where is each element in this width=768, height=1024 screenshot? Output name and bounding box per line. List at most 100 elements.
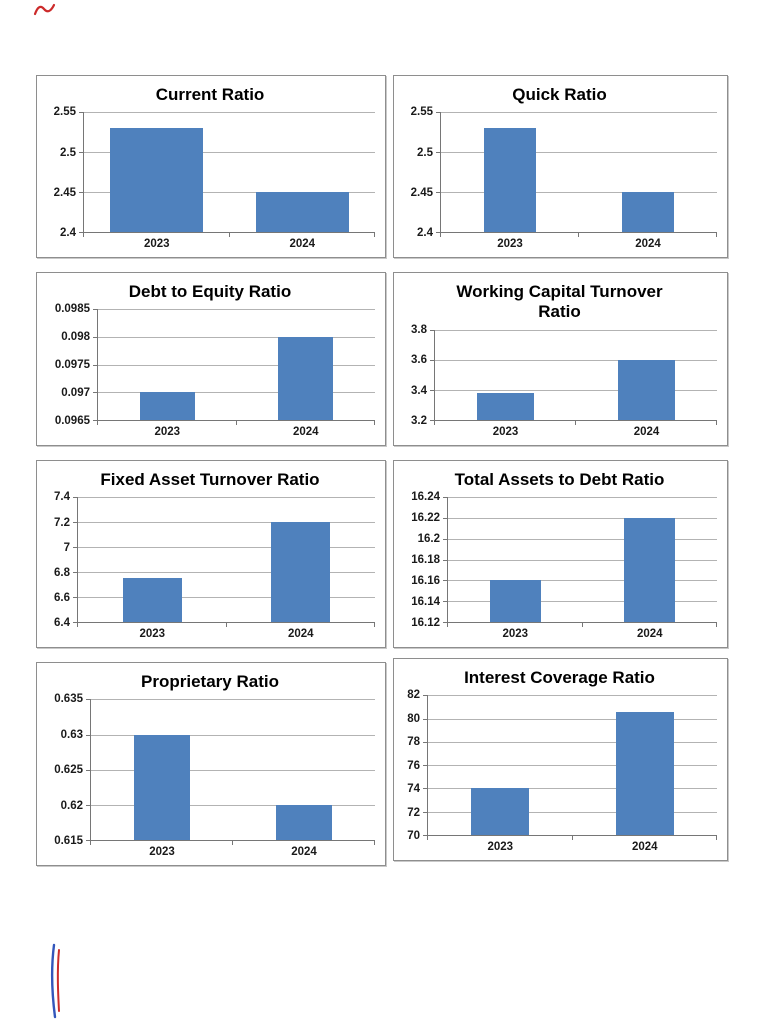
plot-area [423,695,717,840]
y-tick-label: 16.12 [411,617,440,629]
gridline [78,547,375,549]
y-tick-label: 82 [407,689,420,702]
chart-debt-to-equity-ratio: Debt to Equity Ratio 0.0985 0.098 0.0975 0.0… [36,272,386,446]
x-tick-label: 2023 [139,628,166,640]
gridline [448,580,717,582]
x-axis-labels: 2023 2024 [98,422,375,441]
y-tick-label: 7.4 [54,491,70,504]
x-tick-label: 2024 [635,238,661,250]
y-tick-label: 16.22 [411,512,440,525]
x-tick-label: 2023 [143,238,170,250]
x-tick-mark [427,835,428,840]
gridline [78,597,375,599]
y-tick-label: 0.615 [54,835,83,847]
x-axis-labels: 2023 2024 [448,624,717,643]
y-tick-mark [430,329,435,331]
y-tick-label: 6.4 [54,617,70,629]
x-tick-mark [374,420,375,425]
x-tick-mark [97,420,98,425]
y-tick-label: 2.45 [53,186,76,199]
bar-2024 [255,192,349,232]
y-tick-label: 3.6 [411,354,427,367]
y-tick-label: 16.2 [417,533,440,546]
y-tick-mark [436,232,441,233]
x-tick-label: 2024 [292,426,319,438]
chart-plot-region: 2.55 2.5 2.45 2.4 [45,106,375,239]
y-tick-mark [430,389,435,391]
x-tick-mark [83,232,84,237]
y-tick-label: 2.4 [417,227,433,239]
gridline [448,559,717,561]
chart-quick-ratio: Quick Ratio 2.55 2.5 2.45 2.4 2023 2024 [393,75,728,258]
bar-2024 [615,711,674,835]
gridline [448,497,717,499]
y-axis-labels: 16.24 16.22 16.2 16.18 16.16 16.14 16.12 [402,491,447,629]
y-tick-label: 0.635 [54,693,83,706]
y-tick-mark [423,765,428,767]
x-tick-mark [235,420,237,425]
x-tick-label: 2024 [291,846,317,858]
chart-proprietary-ratio: Proprietary Ratio 0.635 0.63 0.625 0.62 0.615… [36,662,386,866]
gridline [441,192,717,194]
bar-2024 [621,192,675,232]
chart-title: Interest Coverage Ratio [464,668,655,687]
y-tick-mark [93,309,98,311]
bar-2023 [489,580,541,622]
gridline [91,734,375,736]
y-tick-mark [93,364,98,366]
y-tick-label: 76 [407,759,420,772]
chart-title: Fixed Asset Turnover Ratio [100,470,320,489]
y-tick-mark [73,597,78,599]
y-axis-labels: 82 80 78 76 74 72 70 [402,689,427,842]
gridline [84,192,375,194]
y-tick-mark [86,734,91,736]
plot-area [73,497,375,627]
x-axis-labels: 2023 2024 [84,234,375,253]
gridline [98,337,375,339]
x-tick-mark [447,622,448,627]
x-tick-label: 2023 [497,238,523,250]
bar-2023 [122,578,182,622]
y-tick-label: 0.0985 [54,303,90,316]
gridline [441,112,717,114]
bar-2023 [133,734,191,840]
chart-plot-region: 2.55 2.5 2.45 2.4 [402,106,717,239]
gridline [448,601,717,603]
x-tick-mark [571,835,573,840]
x-tick-mark [575,420,576,425]
x-tick-label: 2023 [502,628,529,640]
chart-plot-region: 7.4 7.2 7 6.8 6.6 6.4 [45,491,375,629]
bar-2023 [110,128,204,232]
y-tick-label: 7.2 [54,516,70,529]
x-axis-labels: 2023 2024 [441,234,717,253]
bar-2024 [271,522,331,622]
x-tick-mark [90,840,91,845]
gridline [428,718,717,720]
y-tick-mark [73,547,78,549]
gridline [78,522,375,524]
gridline [448,518,717,520]
y-tick-mark [436,192,441,194]
chart-interest-coverage-ratio: Interest Coverage Ratio 82 80 78 76 74 72 70 202… [393,658,728,861]
x-tick-mark [716,835,717,840]
y-tick-mark [86,840,91,841]
y-tick-label: 2.4 [60,227,76,239]
y-tick-mark [79,152,84,154]
x-tick-mark [578,232,579,237]
bar-2024 [618,359,675,420]
y-tick-mark [443,497,448,499]
gridline [84,112,375,114]
y-tick-mark [86,769,91,771]
chart-title: Total Assets to Debt Ratio [454,470,665,489]
y-tick-mark [86,804,91,806]
chart-plot-region: 16.24 16.22 16.2 16.18 16.16 16.14 16.12 [402,491,717,629]
x-tick-label: 2024 [633,426,660,438]
y-tick-mark [423,695,428,697]
x-tick-label: 2024 [636,628,663,640]
x-axis-labels: 2023 2024 [435,422,717,441]
y-tick-label: 74 [407,783,420,796]
x-tick-label: 2023 [149,846,175,858]
y-tick-label: 2.5 [417,146,433,159]
y-tick-mark [93,392,98,394]
chart-title: Debt to Equity Ratio [128,282,292,301]
